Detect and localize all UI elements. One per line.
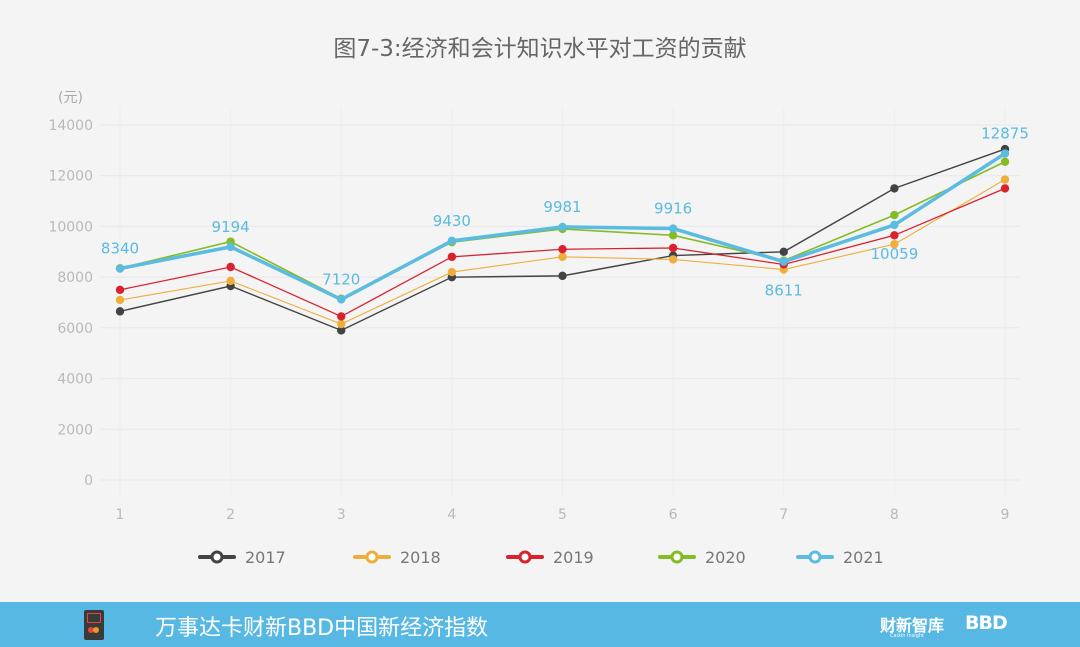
y-tick-label: 12000 <box>48 169 93 185</box>
data-label-1: 8340 <box>101 240 139 258</box>
legend-swatch-marker <box>210 550 224 564</box>
y-tick-label: 10000 <box>48 219 93 235</box>
data-point-2021-5 <box>558 222 567 232</box>
data-point-2021-4 <box>447 236 457 246</box>
x-tick-label: 1 <box>116 507 125 523</box>
data-point-2018-3 <box>337 319 346 329</box>
data-point-2019-2 <box>226 262 235 272</box>
legend-item-2017: 2017 <box>198 548 286 567</box>
data-point-2019-1 <box>115 285 125 295</box>
data-point-2021-3 <box>337 295 346 304</box>
data-point-2020-6 <box>668 231 678 240</box>
data-point-2017-3 <box>337 326 346 335</box>
data-label-4: 9430 <box>433 212 471 230</box>
y-axis-unit: (元) <box>58 90 83 106</box>
legend-label: 2017 <box>245 548 286 567</box>
data-label-7: 8611 <box>765 282 803 300</box>
y-tick-label: 4000 <box>57 372 93 388</box>
x-tick-label: 5 <box>558 507 567 523</box>
legend-swatch-marker <box>670 550 684 564</box>
data-point-2017-5 <box>558 271 567 281</box>
data-point-2018-4 <box>447 267 457 277</box>
data-point-2021-8 <box>890 220 899 230</box>
legend-item-2019: 2019 <box>506 548 594 567</box>
data-point-2017-7 <box>779 247 788 256</box>
data-point-2017-8 <box>890 184 899 193</box>
legend-label: 2019 <box>553 548 594 567</box>
legend-swatch-marker <box>518 550 532 564</box>
y-tick-label: 14000 <box>48 118 93 134</box>
data-point-2021-7 <box>779 257 788 266</box>
data-label-9: 12875 <box>981 125 1029 143</box>
legend-label: 2021 <box>843 548 884 567</box>
chart-title: 图7-3:经济和会计知识水平对工资的贡献 <box>333 36 746 62</box>
data-labels: 8340 9194 7120 9430 9981 9916 8611 10059 12875 <box>101 125 1029 300</box>
caixin-insight-subtitle: Caixin Insight <box>890 633 924 639</box>
data-point-2018-6 <box>668 255 678 264</box>
data-point-2017-1 <box>115 307 125 316</box>
y-tick-label: 6000 <box>57 321 93 337</box>
y-tick-label: 0 <box>84 473 93 489</box>
series-2017 <box>115 144 1010 335</box>
legend-item-2018: 2018 <box>353 548 441 567</box>
legend-item-2020: 2020 <box>658 548 746 567</box>
y-tick-label: 8000 <box>57 270 93 286</box>
x-tick-label: 4 <box>447 507 456 523</box>
x-axis: 1 2 3 4 5 6 7 8 9 <box>116 507 1010 523</box>
data-point-2020-8 <box>890 210 899 220</box>
line-chart: 图7-3:经济和会计知识水平对工资的贡献 (元) 020004000600080… <box>48 36 1029 567</box>
data-label-2: 9194 <box>212 218 250 236</box>
legend-item-2021: 2021 <box>796 548 884 567</box>
caixin-insight-logo: 财新智库 <box>880 616 945 635</box>
legend: 2017 2018 2019 2020 2021 <box>198 548 884 567</box>
legend-label: 2018 <box>400 548 441 567</box>
data-point-2021-1 <box>115 264 125 273</box>
x-tick-label: 9 <box>1001 507 1010 523</box>
data-label-8: 10059 <box>871 245 919 263</box>
bbd-logo: BBD <box>965 612 1008 634</box>
legend-swatch-marker <box>808 550 822 564</box>
data-point-2018-8 <box>890 239 899 249</box>
data-label-6: 9916 <box>654 200 692 218</box>
x-tick-label: 7 <box>779 507 788 523</box>
data-point-2019-3 <box>337 312 346 321</box>
data-point-2019-4 <box>447 252 457 262</box>
series-group <box>115 144 1010 335</box>
data-point-2021-6 <box>668 224 678 233</box>
data-point-2021-9 <box>1000 149 1010 158</box>
data-point-2019-9 <box>1000 184 1010 193</box>
footer-title: 万事达卡财新BBD中国新经济指数 <box>155 616 489 641</box>
data-point-2018-2 <box>226 276 235 286</box>
data-point-2019-5 <box>558 245 567 254</box>
data-point-2018-5 <box>558 252 567 262</box>
x-tick-label: 8 <box>890 507 899 523</box>
data-point-2019-8 <box>890 231 899 240</box>
y-tick-label: 2000 <box>57 422 93 438</box>
data-point-2020-9 <box>1000 157 1010 166</box>
data-label-5: 9981 <box>543 198 581 216</box>
footer-bar: 万事达卡财新BBD中国新经济指数 财新智库 Caixin Insight BBD <box>0 602 1080 647</box>
data-point-2018-1 <box>115 295 125 305</box>
legend-label: 2020 <box>705 548 746 567</box>
y-axis: 0 2000 4000 6000 8000 10000 12000 14000 <box>48 118 93 489</box>
data-point-2018-9 <box>1000 175 1010 184</box>
data-label-3: 7120 <box>322 270 360 288</box>
x-tick-label: 3 <box>337 507 346 523</box>
series-2021 <box>115 149 1010 304</box>
data-point-2019-6 <box>668 243 678 253</box>
data-point-2021-2 <box>226 242 235 252</box>
mastercard-logo-icon <box>84 610 104 640</box>
x-tick-label: 6 <box>669 507 678 523</box>
grid <box>100 108 1020 495</box>
x-tick-label: 2 <box>226 507 235 523</box>
legend-swatch-marker <box>365 550 379 564</box>
